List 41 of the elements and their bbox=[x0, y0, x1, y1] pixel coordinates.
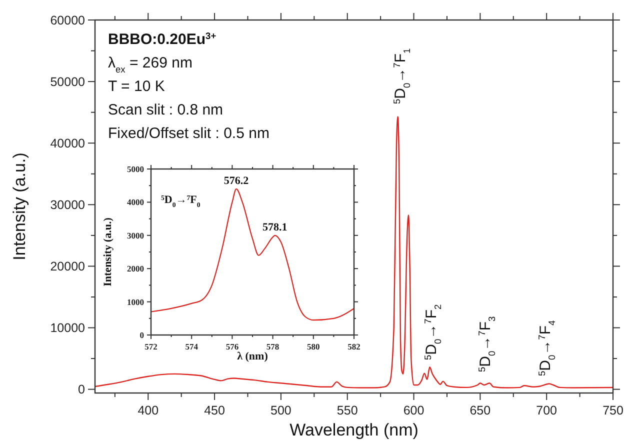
x-tick-label: 578 bbox=[266, 342, 280, 352]
x-tick-label: 600 bbox=[403, 404, 424, 418]
x-tick-label: 450 bbox=[204, 404, 226, 418]
y-tick-label: 10000 bbox=[50, 321, 86, 336]
x-axis-title: λ (nm) bbox=[237, 350, 268, 362]
line-series bbox=[95, 116, 613, 388]
y-axis-title: Intensity (a.u.) bbox=[10, 152, 29, 260]
y-tick-label: 2000 bbox=[127, 264, 144, 274]
y-tick-label: 30000 bbox=[50, 198, 86, 212]
x-tick-label: 700 bbox=[536, 404, 558, 418]
annotation: λ$_{ex}$ = 269 nm bbox=[108, 54, 192, 74]
annotation: $^{5}$D$_{0}$→$^{7}$F$_{0}$ bbox=[161, 194, 201, 208]
y-tick-label: 4000 bbox=[127, 197, 144, 208]
y-tick-label: 40000 bbox=[50, 136, 86, 150]
annotation: Scan slit : 0.8 nm bbox=[108, 102, 224, 118]
x-tick-label: 750 bbox=[602, 404, 624, 418]
y-tick-label: 0 bbox=[140, 330, 144, 340]
annotation: 578.1 bbox=[262, 221, 288, 234]
x-tick-label: 576 bbox=[226, 342, 239, 352]
annotation: BBBO:0.20Eu$^{3+}$ bbox=[108, 31, 217, 48]
x-axis-title: Wavelength (nm) bbox=[290, 420, 418, 440]
x-tick-label: 574 bbox=[185, 342, 199, 352]
annotation: 576.2 bbox=[224, 174, 250, 187]
y-axis-title: Intensity (a.u.) bbox=[102, 217, 114, 286]
x-tick-label: 572 bbox=[144, 342, 158, 352]
y-tick-label: 5000 bbox=[127, 164, 144, 174]
y-tick-label: 3000 bbox=[127, 230, 144, 240]
y-tick-label: 50000 bbox=[50, 74, 86, 89]
y-tick-label: 1000 bbox=[127, 296, 144, 307]
annotation: Fixed/Offset slit : 0.5 nm bbox=[108, 125, 270, 142]
line-series bbox=[151, 188, 354, 321]
x-tick-label: 580 bbox=[307, 342, 320, 352]
y-tick-label: 60000 bbox=[50, 13, 86, 28]
x-tick-label: 650 bbox=[470, 404, 491, 418]
annotation: T = 10 K bbox=[108, 78, 165, 95]
x-tick-label: 582 bbox=[348, 342, 360, 352]
x-tick-label: 400 bbox=[138, 404, 159, 418]
x-tick-label: 550 bbox=[336, 404, 358, 418]
y-tick-label: 0 bbox=[78, 382, 86, 397]
y-tick-label: 20000 bbox=[50, 260, 86, 274]
x-tick-label: 500 bbox=[270, 404, 292, 418]
